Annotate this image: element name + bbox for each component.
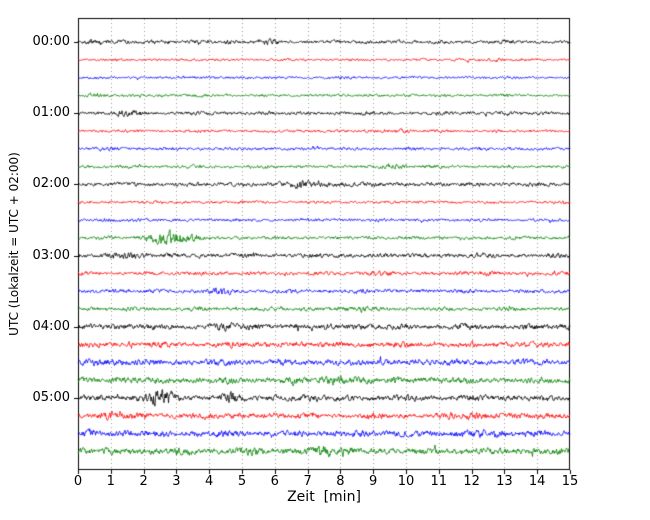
y-tick-label: 02:00 [32,176,70,192]
x-tick-label: 6 [270,474,279,489]
x-tick-label: 5 [237,474,247,489]
x-tick-label: 3 [172,474,181,489]
x-tick-label: 15 [561,474,579,489]
x-tick-label: 11 [430,474,448,489]
y-tick-label: 00:00 [32,34,70,49]
x-tick-label: 0 [73,474,83,489]
y-tick-label: 04:00 [32,318,70,334]
x-tick-label: 9 [369,474,378,489]
x-tick-label: 13 [496,474,513,489]
y-tick-label: 01:00 [32,105,70,121]
y-axis-label: UTC (Lokalzeit = UTC + 02:00) [7,152,21,336]
x-tick-label: 7 [303,474,312,489]
x-axis-label: Zeit [min] [287,489,361,505]
x-tick-label: 14 [528,474,546,489]
x-tick-label: 12 [463,474,480,489]
x-tick-label: 2 [139,474,148,489]
x-tick-label: 10 [397,474,415,489]
x-tick-label: 8 [336,474,345,489]
y-tick-label: 05:00 [32,390,70,405]
x-tick-label: 1 [106,474,115,489]
x-tick-label: 4 [205,474,214,489]
y-tick-label: 03:00 [32,247,70,263]
